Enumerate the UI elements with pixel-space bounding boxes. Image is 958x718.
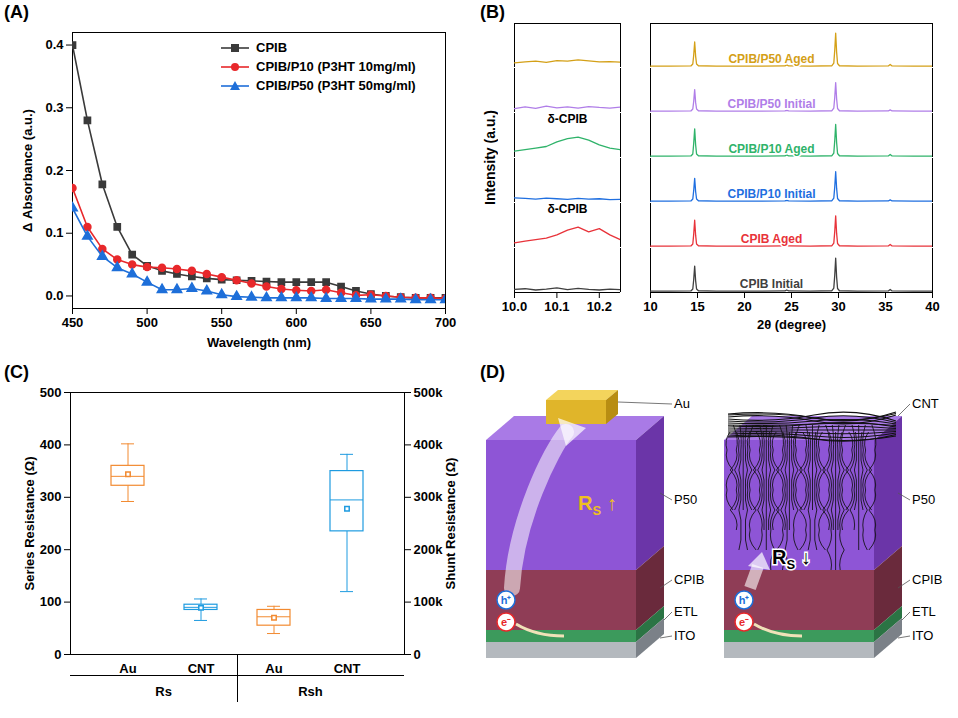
html-text:CPIB/P10 (P3HT 10mg/ml): CPIB/P10 (P3HT 10mg/ml) xyxy=(256,59,416,74)
svg-text:Series Resistance (Ω): Series Resistance (Ω) xyxy=(22,457,37,591)
html-text:Rsh: Rsh xyxy=(298,684,323,699)
svg-text:δ-CPIB: δ-CPIB xyxy=(548,202,588,216)
svg-text:10.0: 10.0 xyxy=(502,299,527,314)
svg-text:100k: 100k xyxy=(414,594,444,609)
svg-text:CPIB/P50 Initial: CPIB/P50 Initial xyxy=(727,97,815,111)
svg-text:ITO: ITO xyxy=(912,628,933,643)
svg-text:0.3: 0.3 xyxy=(45,100,63,115)
svg-text:10: 10 xyxy=(643,299,657,314)
svg-text:e⁻: e⁻ xyxy=(739,616,749,628)
svg-text:30: 30 xyxy=(831,299,845,314)
svg-text:450: 450 xyxy=(62,315,84,330)
svg-text:500: 500 xyxy=(40,385,62,400)
svg-text:h⁺: h⁺ xyxy=(739,594,750,606)
svg-text:Δ Absorbance (a.u.): Δ Absorbance (a.u.) xyxy=(20,109,35,232)
svg-text:25: 25 xyxy=(784,299,798,314)
svg-text:400k: 400k xyxy=(414,437,444,452)
svg-text:h⁺: h⁺ xyxy=(501,594,512,606)
svg-text:P50: P50 xyxy=(674,492,697,507)
svg-text:Shunt Resistance (Ω): Shunt Resistance (Ω) xyxy=(443,458,458,590)
svg-text:500k: 500k xyxy=(414,385,444,400)
svg-text:CPIB: CPIB xyxy=(912,572,942,587)
svg-text:ETL: ETL xyxy=(912,604,936,619)
svg-text:20: 20 xyxy=(737,299,751,314)
svg-text:200k: 200k xyxy=(414,542,444,557)
svg-text:650: 650 xyxy=(360,315,382,330)
svg-text:0.1: 0.1 xyxy=(45,225,63,240)
svg-text:CPIB: CPIB xyxy=(674,572,704,587)
svg-text:CPIB/P10 Aged: CPIB/P10 Aged xyxy=(728,142,814,156)
html-text:(D): (D) xyxy=(480,362,505,382)
svg-text:500: 500 xyxy=(136,315,158,330)
html-text:(B): (B) xyxy=(480,2,505,22)
svg-text:200: 200 xyxy=(40,542,62,557)
svg-text:ETL: ETL xyxy=(674,604,698,619)
html-text:(C): (C) xyxy=(4,362,29,382)
svg-text:CNT: CNT xyxy=(912,396,939,411)
svg-text:15: 15 xyxy=(690,299,704,314)
svg-text:P50: P50 xyxy=(912,492,935,507)
svg-text:300: 300 xyxy=(40,489,62,504)
svg-text:CPIB/P10 Initial: CPIB/P10 Initial xyxy=(727,187,815,201)
svg-text:CPIB Aged: CPIB Aged xyxy=(741,232,803,246)
svg-text:CNT: CNT xyxy=(334,661,361,676)
svg-text:400: 400 xyxy=(40,437,62,452)
svg-text:ITO: ITO xyxy=(674,628,695,643)
svg-text:0: 0 xyxy=(414,647,421,662)
svg-text:2θ (degree): 2θ (degree) xyxy=(757,317,826,332)
svg-text:Wavelength (nm): Wavelength (nm) xyxy=(207,335,311,350)
svg-text:Au: Au xyxy=(265,661,282,676)
svg-text:δ-CPIB: δ-CPIB xyxy=(548,112,588,126)
html-text:Intensity (a.u.): Intensity (a.u.) xyxy=(482,109,498,205)
svg-text:CPIB/P50 Aged: CPIB/P50 Aged xyxy=(728,52,814,66)
html-text:Rs: Rs xyxy=(155,684,172,699)
svg-text:0.0: 0.0 xyxy=(45,288,63,303)
svg-text:10.1: 10.1 xyxy=(544,299,569,314)
svg-text:RS ↓: RS ↓ xyxy=(772,546,811,572)
html-text:CPIB/P50 (P3HT 50mg/ml): CPIB/P50 (P3HT 50mg/ml) xyxy=(256,78,416,93)
svg-text:300k: 300k xyxy=(414,489,444,504)
svg-text:10.2: 10.2 xyxy=(587,299,612,314)
svg-text:35: 35 xyxy=(878,299,892,314)
svg-text:CPIB Initial: CPIB Initial xyxy=(740,277,803,291)
svg-text:600: 600 xyxy=(285,315,307,330)
svg-text:700: 700 xyxy=(435,315,457,330)
svg-text:100: 100 xyxy=(40,594,62,609)
html-text:(A): (A) xyxy=(4,2,29,22)
svg-text:0: 0 xyxy=(54,647,61,662)
html-text:CPIB: CPIB xyxy=(256,40,288,55)
svg-text:CNT: CNT xyxy=(188,661,215,676)
svg-text:Au: Au xyxy=(119,661,136,676)
svg-text:Au: Au xyxy=(674,396,690,411)
svg-text:e⁻: e⁻ xyxy=(501,616,511,628)
svg-text:550: 550 xyxy=(211,315,233,330)
svg-text:RS ↑: RS ↑ xyxy=(578,492,617,518)
svg-text:0.4: 0.4 xyxy=(45,37,64,52)
svg-text:0.2: 0.2 xyxy=(45,163,63,178)
svg-text:40: 40 xyxy=(925,299,939,314)
